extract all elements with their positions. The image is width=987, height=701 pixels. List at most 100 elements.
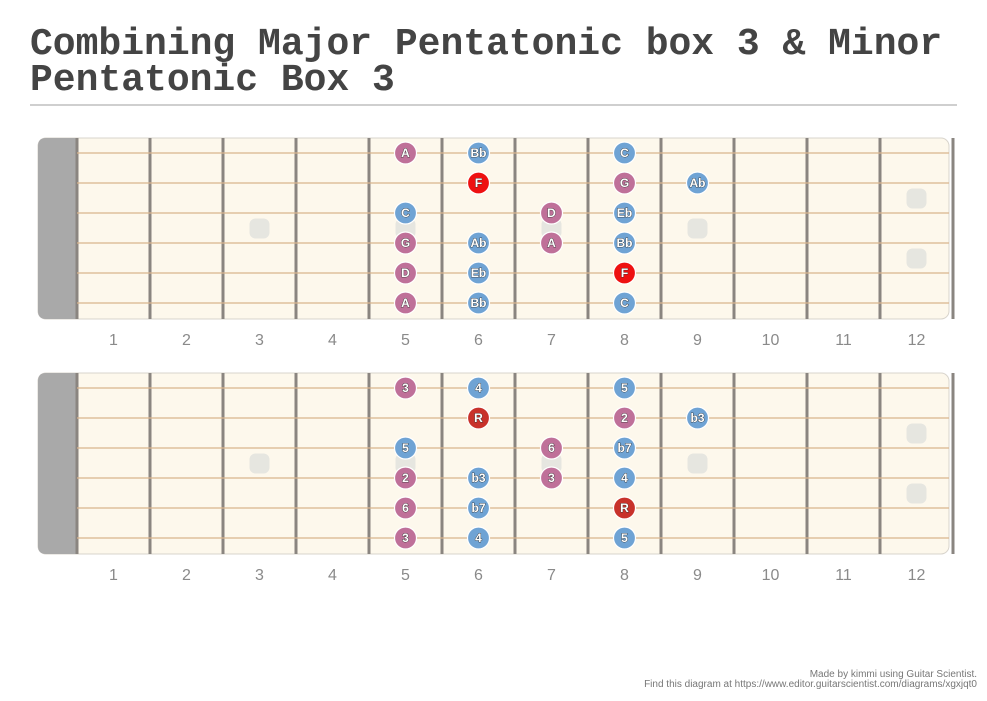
fret-number-label: 2 xyxy=(182,567,191,584)
note-marker-circle xyxy=(393,496,418,520)
fret-number-label: 7 xyxy=(547,567,556,584)
note-marker-circle xyxy=(393,291,418,315)
note-marker-label: b7 xyxy=(617,441,631,455)
fret-number-label: 11 xyxy=(835,567,852,584)
note-marker-circle xyxy=(539,201,564,225)
note-marker-label: 5 xyxy=(621,531,628,545)
note-marker: A xyxy=(539,231,564,255)
note-marker-circle xyxy=(612,231,637,255)
fretboard-diagram-degrees: 1 2 3 4 5 6 7 8 9 10 11 12 3 4 5 R 2 b3 5 6 b7 2 b3 3 4 6 b7 R 3 4 5 xyxy=(0,365,987,595)
note-marker: F xyxy=(466,171,491,195)
fret-number-label: 11 xyxy=(835,332,852,349)
note-marker-label: D xyxy=(547,206,556,220)
note-marker: C xyxy=(612,291,637,315)
note-marker-label: G xyxy=(620,176,629,190)
note-marker-label: 4 xyxy=(621,471,628,485)
note-marker-label: Eb xyxy=(471,266,486,280)
footer-credit-line: Made by kimmi using Guitar Scientist. xyxy=(809,669,977,680)
fret-number-label: 5 xyxy=(401,332,410,349)
note-marker: b7 xyxy=(466,496,491,520)
note-marker-label: b3 xyxy=(471,471,485,485)
note-marker-circle xyxy=(612,436,637,460)
note-marker: Eb xyxy=(612,201,637,225)
note-marker: Ab xyxy=(685,171,710,195)
note-marker: D xyxy=(393,261,418,285)
page-title: Combining Major Pentatonic box 3 & Minor… xyxy=(30,23,943,102)
note-marker: 5 xyxy=(612,376,637,400)
note-marker-label: 6 xyxy=(548,441,555,455)
note-marker-circle xyxy=(612,466,637,490)
note-marker: Ab xyxy=(466,231,491,255)
note-marker-circle xyxy=(539,466,564,490)
note-marker-label: 5 xyxy=(402,441,409,455)
note-marker-circle xyxy=(466,466,491,490)
note-marker-circle xyxy=(393,376,418,400)
note-marker-label: Bb xyxy=(617,236,633,250)
footer-link-line: Find this diagram at https://www.editor.… xyxy=(644,679,977,690)
note-marker: 5 xyxy=(393,436,418,460)
note-marker: 3 xyxy=(539,466,564,490)
note-marker-label: F xyxy=(475,176,482,190)
fretboard-diagram-notes: 1 2 3 4 5 6 7 8 9 10 11 12 A Bb C F G Ab C D Eb G Ab A Bb D Eb F A Bb… xyxy=(0,130,987,360)
fretboard-svg-notes: 1 2 3 4 5 6 7 8 9 10 11 12A Bb CF G AbC D EbG Ab A BbD Eb FA Bb… xyxy=(37,137,955,349)
fret-number-label: 3 xyxy=(255,567,264,584)
fretboard-background xyxy=(37,372,950,555)
fret-number-label: 12 xyxy=(908,332,926,349)
note-marker-circle xyxy=(612,496,637,520)
note-marker: 4 xyxy=(612,466,637,490)
note-marker-circle xyxy=(466,141,491,165)
note-marker-label: G xyxy=(401,236,410,250)
note-marker: 4 xyxy=(466,376,491,400)
note-marker-circle xyxy=(612,261,637,285)
note-marker-circle xyxy=(393,231,418,255)
note-marker-circle xyxy=(393,141,418,165)
note-marker-circle xyxy=(612,201,637,225)
note-marker-label: A xyxy=(401,146,410,160)
note-marker-circle xyxy=(539,436,564,460)
fret-inlay-double xyxy=(906,248,927,269)
note-marker-label: D xyxy=(401,266,410,280)
fret-number-label: 2 xyxy=(182,332,191,349)
note-marker-circle xyxy=(685,171,710,195)
note-marker-label: 6 xyxy=(402,501,409,515)
fret-inlay-double xyxy=(906,483,927,504)
note-marker-label: 4 xyxy=(475,381,482,395)
note-marker: Bb xyxy=(466,291,491,315)
fret-inlay xyxy=(249,218,270,239)
note-marker-label: Bb xyxy=(471,296,487,310)
fret-inlay xyxy=(249,453,270,474)
fret-number-label: 8 xyxy=(620,332,629,349)
nut xyxy=(38,138,77,319)
note-marker: 3 xyxy=(393,376,418,400)
note-marker-label: 5 xyxy=(621,381,628,395)
note-marker-circle xyxy=(466,526,491,550)
note-marker-circle xyxy=(612,376,637,400)
note-marker-label: 2 xyxy=(402,471,409,485)
note-marker: Bb xyxy=(466,141,491,165)
note-marker-circle xyxy=(393,436,418,460)
note-marker-label: F xyxy=(621,266,628,280)
fret-number-label: 4 xyxy=(328,567,337,584)
note-marker: G xyxy=(393,231,418,255)
note-marker: F xyxy=(612,261,637,285)
note-marker-circle xyxy=(466,376,491,400)
note-marker-label: Ab xyxy=(471,236,487,250)
note-marker: Eb xyxy=(466,261,491,285)
note-marker-circle xyxy=(612,526,637,550)
note-marker-label: 3 xyxy=(402,531,409,545)
note-marker: R xyxy=(612,496,637,520)
note-marker-label: C xyxy=(620,296,629,310)
note-marker: 4 xyxy=(466,526,491,550)
fret-inlay-double xyxy=(906,423,927,444)
note-marker: G xyxy=(612,171,637,195)
note-marker: b7 xyxy=(612,436,637,460)
note-marker: R xyxy=(466,406,491,430)
note-marker: D xyxy=(539,201,564,225)
note-marker-label: b3 xyxy=(690,411,704,425)
note-marker-circle xyxy=(393,466,418,490)
fret-number-label: 9 xyxy=(693,567,702,584)
fret-inlay xyxy=(687,453,708,474)
note-marker-circle xyxy=(393,526,418,550)
note-marker: Bb xyxy=(612,231,637,255)
note-marker-circle xyxy=(466,496,491,520)
